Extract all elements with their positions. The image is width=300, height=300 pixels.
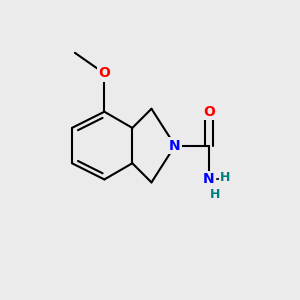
Text: O: O	[203, 105, 215, 119]
Text: H: H	[210, 188, 220, 201]
Text: methoxy: methoxy	[72, 52, 78, 53]
Text: N: N	[169, 139, 181, 153]
Text: O: O	[98, 66, 110, 80]
Text: H: H	[220, 172, 230, 184]
Text: N: N	[203, 172, 215, 186]
